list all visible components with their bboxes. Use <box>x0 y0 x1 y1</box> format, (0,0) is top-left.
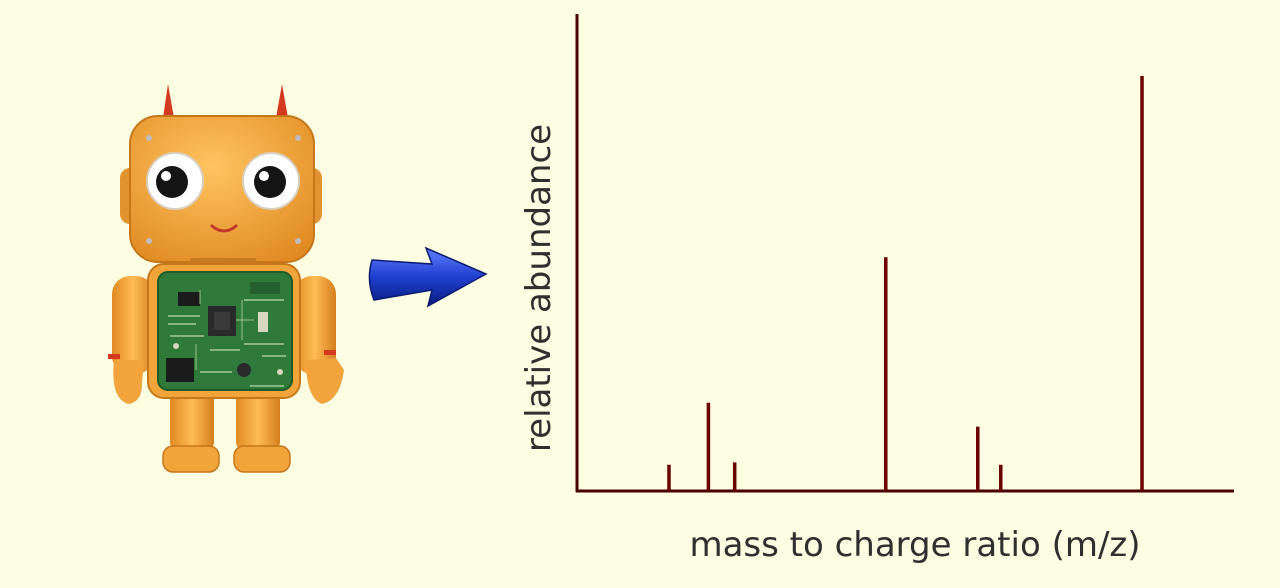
circuit-board-icon <box>157 271 293 391</box>
y-axis-label: relative abundance <box>519 124 559 452</box>
right-arrow-icon <box>368 246 488 308</box>
peak-series <box>667 76 1144 491</box>
robot-eye-left <box>146 152 204 210</box>
robot-mascot-icon <box>108 84 344 473</box>
robot-eye-right <box>242 152 300 210</box>
x-axis-label: mass to charge ratio (m/z) <box>689 525 1140 565</box>
mass-spectrum-chart: relative abundance mass to charge ratio … <box>519 14 1234 565</box>
